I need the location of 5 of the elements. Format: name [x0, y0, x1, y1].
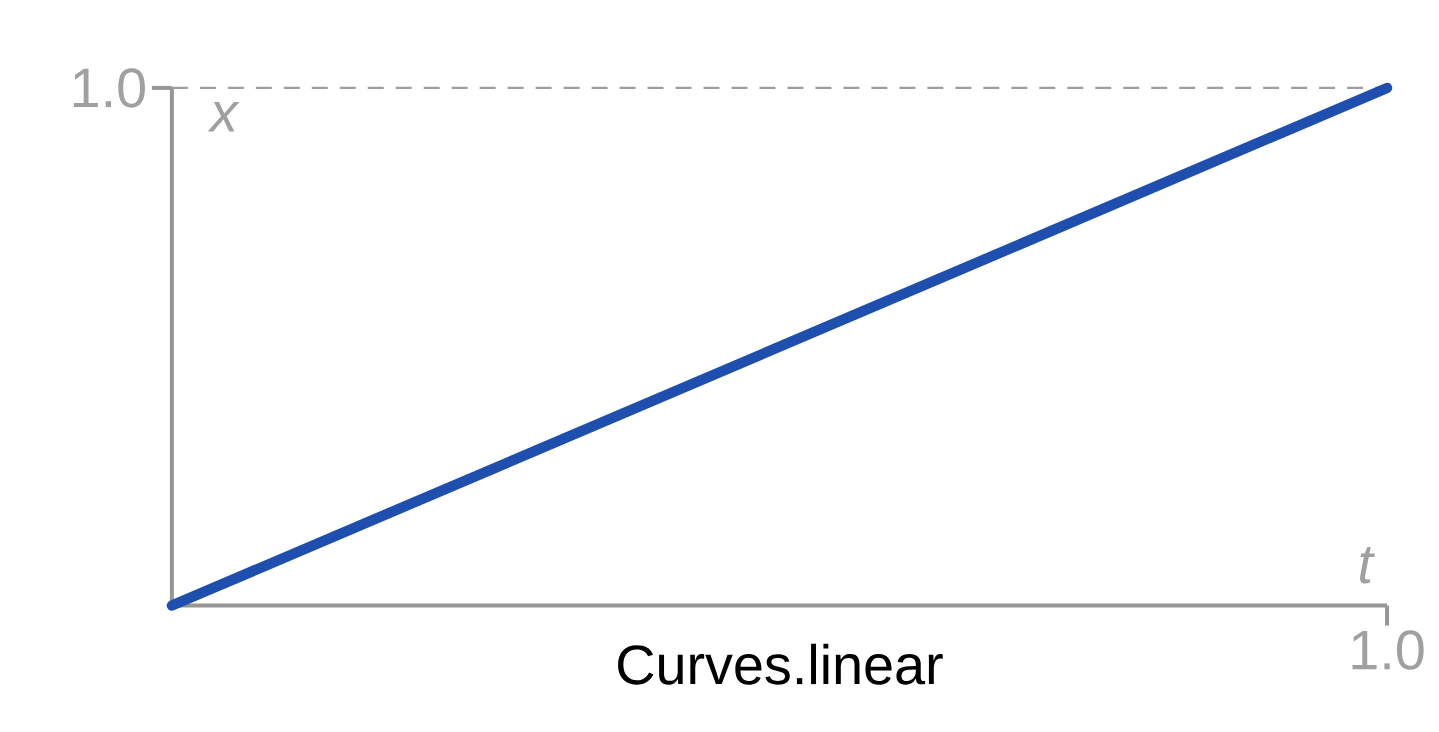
annotation: 1.0: [73, 67, 145, 108]
text: 1.0: [1352, 630, 1424, 670]
x-axis-title: t: [1360, 546, 1375, 584]
y-axis-title: x: [207, 101, 240, 132]
text: Curves.linear: [618, 643, 943, 685]
